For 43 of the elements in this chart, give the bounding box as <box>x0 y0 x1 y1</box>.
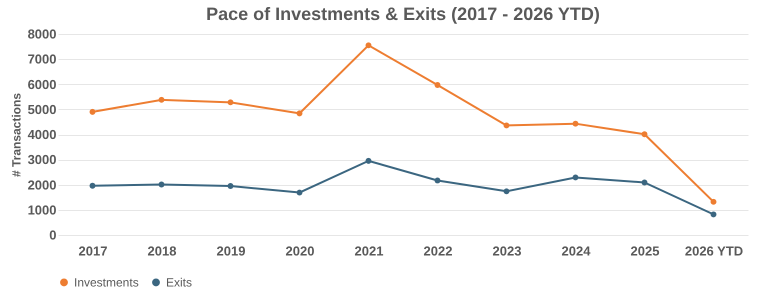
y-tick-label: 3000 <box>28 152 56 168</box>
x-tick-label: 2019 <box>216 244 246 258</box>
point <box>158 182 164 188</box>
y-tick-label: 2000 <box>28 177 56 192</box>
point <box>642 180 648 186</box>
x-tick-label: 2020 <box>286 244 314 258</box>
legend-label: Exits <box>166 275 192 290</box>
y-axis-title: # Transactions <box>10 92 24 178</box>
y-tick-label: 1000 <box>28 202 56 218</box>
y-tick-label: 8000 <box>28 26 56 42</box>
y-tick-label: 4000 <box>28 127 56 142</box>
x-tick-label: 2024 <box>562 244 592 258</box>
point <box>572 174 578 180</box>
point <box>642 131 648 138</box>
legend-label: Investments <box>74 275 139 290</box>
point <box>90 108 96 115</box>
point <box>504 122 510 128</box>
point <box>504 188 510 194</box>
point <box>710 198 716 205</box>
x-tick-label: 2022 <box>424 244 452 258</box>
point <box>90 182 96 189</box>
point <box>158 96 164 103</box>
x-tick-label: 2026 YTD <box>684 244 744 258</box>
point <box>366 42 372 48</box>
point <box>434 178 440 184</box>
point <box>296 110 302 116</box>
point <box>228 99 234 106</box>
y-tick-label: 0 <box>49 228 56 242</box>
y-tick-label: 5000 <box>28 102 56 117</box>
point <box>710 211 716 218</box>
x-tick-label: 2025 <box>630 244 660 258</box>
point <box>572 120 578 127</box>
chart-title: Pace of Investments & Exits (2017 - 2026 YTD) <box>206 4 600 24</box>
point <box>366 158 372 164</box>
point <box>296 190 302 196</box>
x-tick-label: 2018 <box>148 244 176 258</box>
point <box>228 183 234 189</box>
y-tick-label: 6000 <box>28 76 56 92</box>
y-tick-label: 7000 <box>28 52 56 67</box>
x-tick-label: 2023 <box>492 244 522 258</box>
point <box>434 82 440 88</box>
x-tick-label: 2017 <box>78 244 108 258</box>
x-tick-label: 2021 <box>354 244 384 258</box>
